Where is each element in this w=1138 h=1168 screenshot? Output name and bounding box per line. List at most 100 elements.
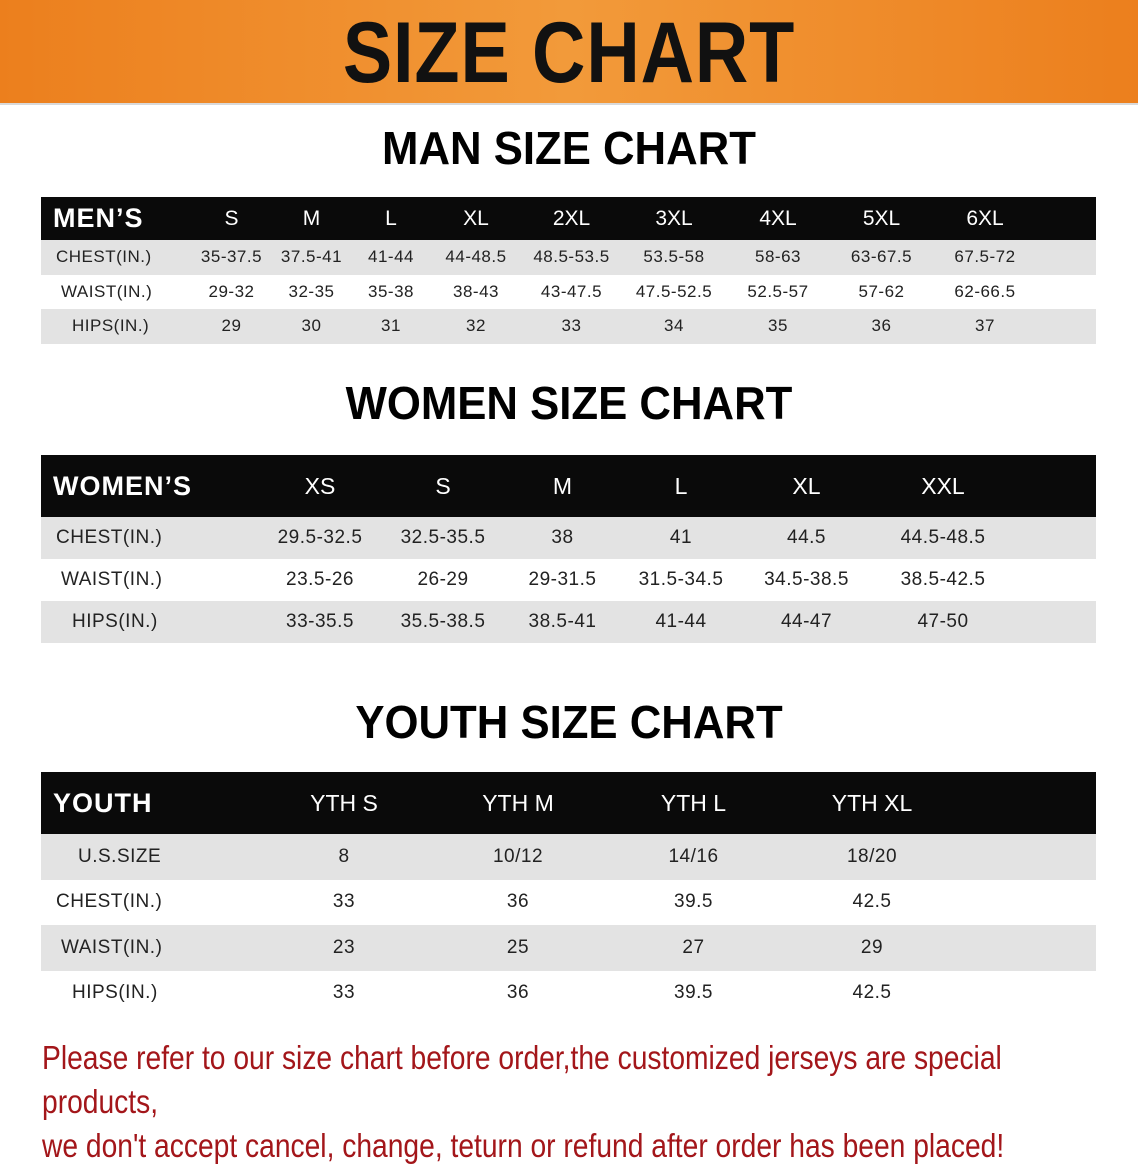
men-size-table: MEN’S S M L XL 2XL 3XL 4XL 5XL 6XL CHEST(IN.) 35-3…	[41, 197, 1096, 344]
measurement-cell: 41	[669, 527, 693, 548]
size-header: YTH S	[310, 789, 378, 816]
measurement-cell: 32-35	[288, 281, 335, 301]
measurement-cell: 33	[561, 316, 582, 336]
women-size-table: WOMEN’S XS S M L XL XXL CHEST(IN.) 29.5-32.5 32.…	[41, 455, 1096, 643]
table-header-row: WOMEN’S XS S M L XL XXL	[41, 455, 1096, 517]
size-header: XL	[792, 472, 821, 499]
table-row: U.S.SIZE 8 10/12 14/16 18/20	[41, 834, 1096, 880]
measurement-cell: 41-44	[655, 611, 707, 632]
row-spacer	[962, 880, 1096, 926]
header-label: WOMEN’S	[53, 470, 192, 501]
measurement-cell: 33-35.5	[286, 611, 354, 632]
measurement-cell: 37.5-41	[280, 247, 343, 267]
measurement-cell: 44.5-48.5	[900, 527, 986, 548]
measurement-cell: 33	[332, 891, 356, 913]
row-label: CHEST(IN.)	[56, 247, 152, 267]
measurement-cell: 35-38	[368, 281, 414, 301]
size-header: M	[552, 472, 573, 499]
measurement-cell: 41-44	[368, 247, 414, 267]
size-header: YTH XL	[831, 789, 913, 816]
measurement-cell: 34.5-38.5	[764, 569, 849, 590]
size-header: 5XL	[862, 206, 901, 230]
measurement-cell: 31	[381, 316, 401, 336]
measurement-cell: 23.5-26	[286, 569, 354, 590]
measurement-cell: 23	[332, 936, 356, 958]
row-label: WAIST(IN.)	[61, 936, 163, 958]
notice-line-2: we don't accept cancel, change, teturn o…	[42, 1127, 1005, 1164]
notice-line-1: Please refer to our size chart before or…	[42, 1039, 1002, 1120]
table-row: CHEST(IN.) 35-37.5 37.5-41 41-44 44-48.5 48.5…	[41, 240, 1096, 275]
row-label: HIPS(IN.)	[72, 316, 150, 336]
measurement-cell: 35	[768, 316, 788, 336]
row-spacer	[962, 971, 1096, 1017]
size-header: YTH M	[482, 789, 554, 816]
measurement-cell: 52.5-57	[747, 281, 809, 301]
table-row: WAIST(IN.) 23.5-26 26-29 29-31.5 31.5-34.5 34…	[41, 559, 1096, 601]
table-row: HIPS(IN.) 29 30 31 32 33 34 35 36 37	[41, 309, 1096, 344]
table-row: WAIST(IN.) 23 25 27 29	[41, 925, 1096, 971]
row-label: U.S.SIZE	[78, 845, 162, 867]
men-section-title: MAN SIZE CHART	[382, 122, 756, 174]
measurement-cell: 42.5	[852, 982, 892, 1004]
row-label: HIPS(IN.)	[72, 611, 158, 632]
measurement-cell: 29-31.5	[528, 569, 597, 590]
measurement-cell: 37	[975, 316, 995, 336]
measurement-cell: 8	[338, 845, 350, 867]
measurement-cell: 63-67.5	[850, 247, 913, 267]
row-label: CHEST(IN.)	[56, 891, 163, 913]
measurement-cell: 14/16	[668, 845, 719, 867]
header-label: YOUTH	[53, 787, 153, 818]
measurement-cell: 43-47.5	[540, 281, 603, 301]
measurement-cell: 36	[871, 316, 892, 336]
row-label: HIPS(IN.)	[72, 982, 158, 1004]
measurement-cell: 38.5-41	[528, 611, 597, 632]
measurement-cell: 53.5-58	[643, 247, 705, 267]
measurement-cell: 67.5-72	[954, 247, 1016, 267]
header-spacer	[1037, 197, 1096, 240]
row-spacer	[1037, 275, 1096, 310]
measurement-cell: 39.5	[674, 891, 713, 913]
row-label: WAIST(IN.)	[61, 281, 153, 301]
size-header: S	[224, 206, 239, 230]
table-row: CHEST(IN.) 33 36 39.5 42.5	[41, 879, 1096, 926]
size-header: 3XL	[655, 206, 693, 230]
size-header: XL	[463, 206, 489, 230]
size-header: XS	[304, 472, 336, 499]
table-row: HIPS(IN.) 33 36 39.5 42.5	[41, 970, 1096, 1017]
measurement-cell: 29	[860, 936, 884, 958]
table-header-row: YOUTH YTH S YTH M YTH L YTH XL	[41, 772, 1096, 834]
row-spacer	[962, 834, 1096, 880]
size-header: XXL	[921, 472, 965, 499]
measurement-cell: 26-29	[417, 569, 469, 590]
measurement-cell: 48.5-53.5	[533, 247, 610, 267]
measurement-cell: 36	[506, 891, 530, 913]
measurement-cell: 34	[664, 316, 684, 336]
table-row: HIPS(IN.) 33-35.5 35.5-38.5 38.5-41 41-44 44-…	[41, 601, 1096, 643]
row-spacer	[1037, 309, 1096, 344]
size-header: L	[674, 472, 688, 499]
row-label: WAIST(IN.)	[61, 569, 163, 590]
order-notice: Please refer to our size chart before or…	[42, 1036, 1102, 1168]
measurement-cell: 62-66.5	[954, 281, 1016, 301]
row-label: CHEST(IN.)	[56, 527, 163, 548]
measurement-cell: 42.5	[852, 891, 892, 913]
measurement-cell: 47.5-52.5	[635, 281, 713, 301]
women-section-title: WOMEN SIZE CHART	[345, 377, 793, 429]
measurement-cell: 32.5-35.5	[400, 527, 486, 548]
measurement-cell: 38-43	[453, 281, 499, 301]
size-header: L	[385, 206, 397, 230]
measurement-cell: 44-48.5	[445, 247, 507, 267]
measurement-cell: 35-37.5	[200, 247, 263, 267]
row-spacer	[1014, 601, 1096, 643]
row-spacer	[962, 925, 1096, 971]
size-header: 6XL	[966, 206, 1004, 230]
header-spacer	[962, 772, 1096, 834]
size-header: M	[302, 206, 321, 230]
youth-size-table: YOUTH YTH S YTH M YTH L YTH XL U.S.SIZE 8 10/1…	[41, 772, 1096, 1016]
measurement-cell: 32	[466, 316, 486, 336]
measurement-cell: 38.5-42.5	[900, 569, 986, 590]
size-header: 2XL	[552, 206, 591, 230]
measurement-cell: 31.5-34.5	[638, 569, 724, 590]
measurement-cell: 58-63	[755, 247, 801, 267]
table-header-row: MEN’S S M L XL 2XL 3XL 4XL 5XL 6XL	[41, 197, 1096, 240]
